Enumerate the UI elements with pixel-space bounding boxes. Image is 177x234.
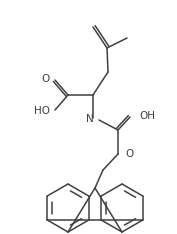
Text: O: O (125, 149, 133, 159)
Text: N: N (86, 114, 94, 124)
Text: HO: HO (34, 106, 50, 116)
Text: O: O (42, 74, 50, 84)
Text: OH: OH (139, 111, 155, 121)
